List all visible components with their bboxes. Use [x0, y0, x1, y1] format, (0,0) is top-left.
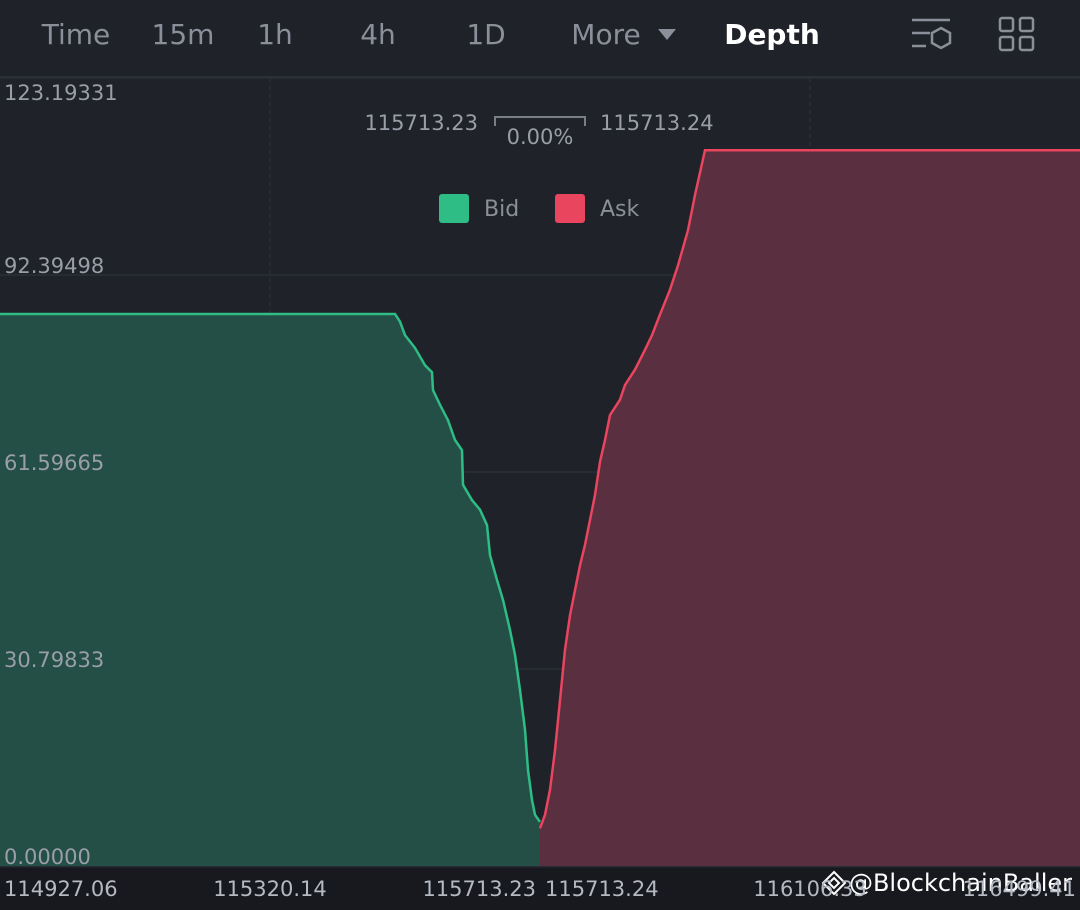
tab-bar: Time 15m 1h 4h 1D More Depth [41, 18, 820, 51]
x-axis-bar [0, 868, 1080, 910]
settings-icon[interactable] [912, 18, 952, 50]
plot [0, 77, 1080, 867]
depth-area [0, 314, 540, 866]
y-tick-label: 30.79833 [4, 648, 104, 672]
layout-icon[interactable] [998, 16, 1035, 52]
tab[interactable]: More [571, 18, 640, 51]
y-tick-label: 92.39498 [4, 254, 104, 278]
x-tick-label: 116106.33 [753, 877, 867, 901]
spread: 0.00% [507, 125, 574, 149]
tab[interactable]: Depth [724, 18, 820, 51]
mid-bid-price: 115713.23 [364, 111, 478, 135]
tab[interactable]: 1D [466, 18, 505, 51]
watermark-icon [821, 870, 847, 896]
legend-label: Ask [600, 197, 640, 222]
legend: Bid Ask [439, 194, 640, 223]
more-caret[interactable] [658, 29, 676, 40]
legend-label: Bid [484, 197, 519, 222]
x-tick-label: 115320.14 [213, 877, 327, 901]
x-tick-label: 116499.41 [962, 877, 1076, 901]
y-tick-label: 0.00000 [4, 845, 91, 869]
mid-ask-price: 115713.24 [600, 111, 714, 135]
x-tick-label: 115713.24 [545, 877, 659, 901]
legend-swatch [555, 194, 585, 223]
depth-line [538, 148, 1080, 829]
y-tick-label: 123.19331 [4, 81, 118, 105]
watermark: @BlockchainBaller [849, 869, 1072, 897]
spread-bracket [494, 116, 586, 126]
tab[interactable]: 4h [360, 18, 396, 51]
y-tick-label: 61.59665 [4, 451, 104, 475]
tab[interactable]: 15m [152, 18, 215, 51]
x-tick-label: 115713.23 [422, 877, 536, 901]
depth-line [0, 312, 542, 823]
x-tick-label: 114927.06 [4, 877, 118, 901]
legend-swatch [439, 194, 469, 223]
tab[interactable]: 1h [257, 18, 293, 51]
depth-area [540, 150, 1080, 866]
tab[interactable]: Time [41, 18, 111, 51]
